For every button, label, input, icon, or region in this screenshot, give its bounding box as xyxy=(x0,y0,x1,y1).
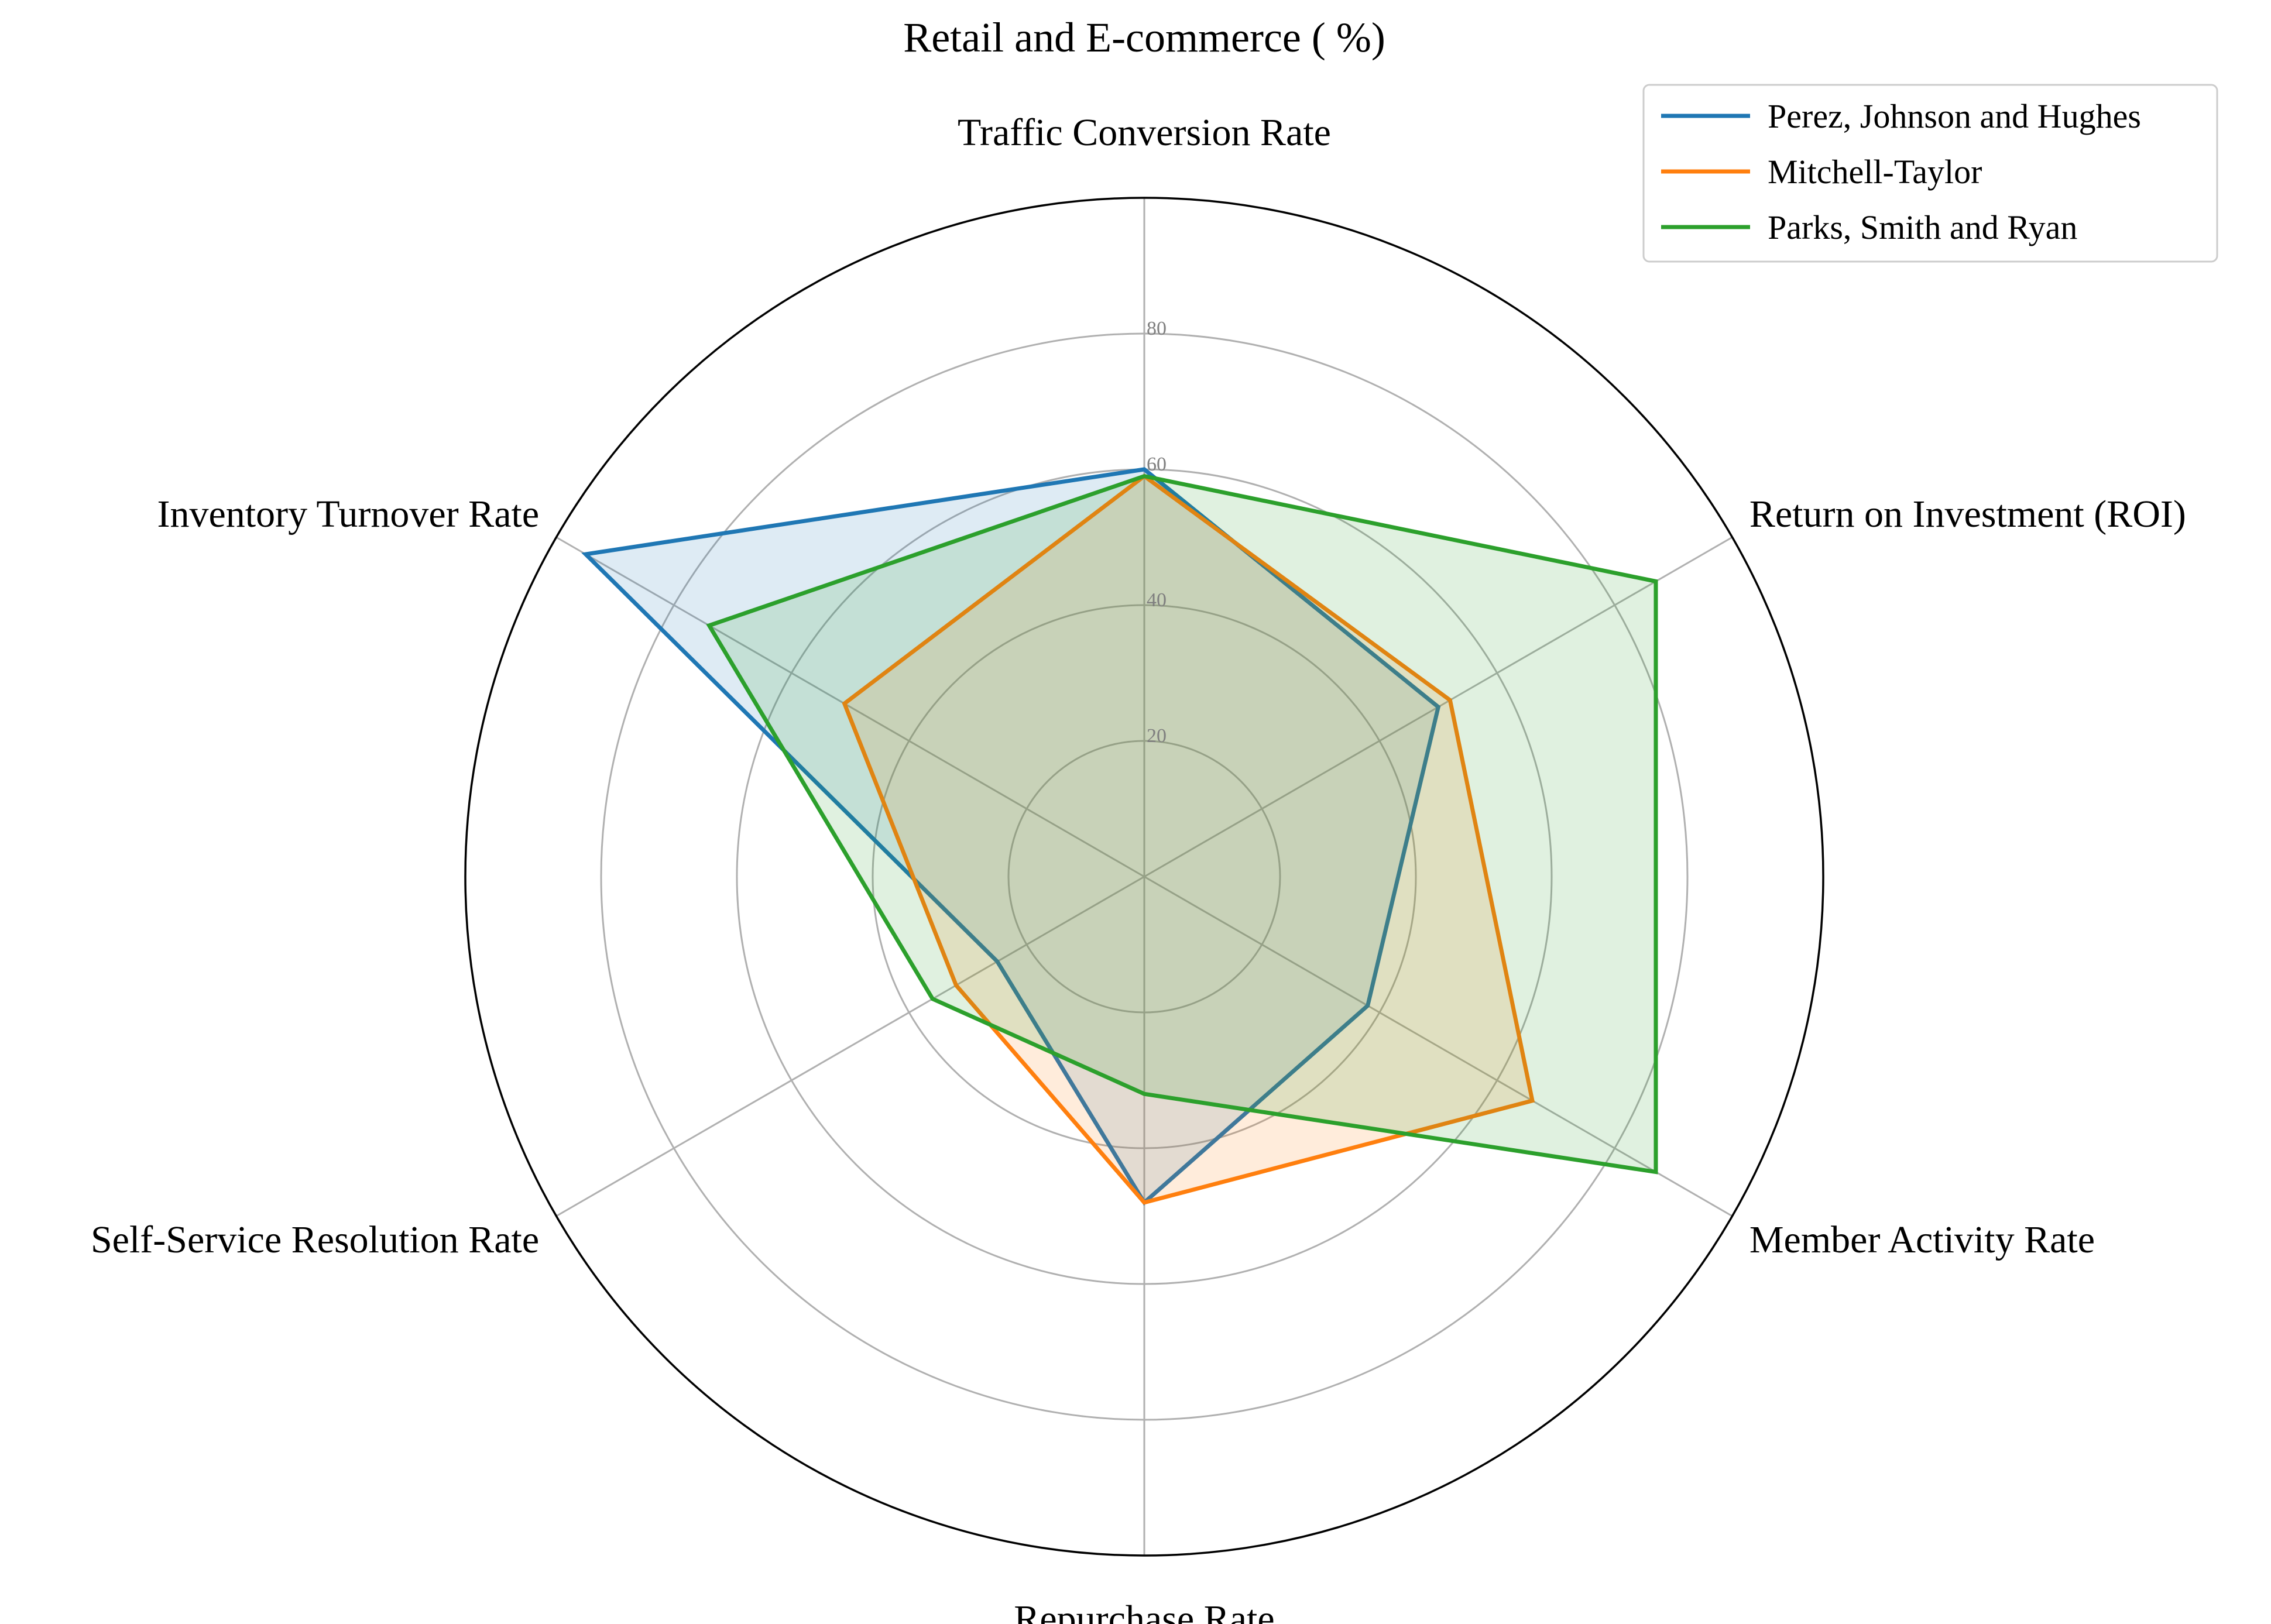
radar-grid xyxy=(464,197,1824,1557)
series-line-2 xyxy=(706,473,1658,1175)
tick-label: 80 xyxy=(1147,318,1167,339)
series-line-1 xyxy=(842,473,1535,1205)
series-fill-1 xyxy=(844,476,1532,1203)
tick-label: 40 xyxy=(1147,589,1167,611)
outer-frame xyxy=(464,197,1824,1557)
legend-frame xyxy=(1642,84,2218,263)
legend-label-2: Parks, Smith and Ryan xyxy=(1768,208,2077,246)
grid-spoke xyxy=(555,536,1145,878)
series-fill-0 xyxy=(585,469,1439,1203)
axis-label: Repurchase Rate xyxy=(1014,1598,1274,1624)
legend-label-0: Perez, Johnson and Hughes xyxy=(1768,97,2141,135)
tick-label: 60 xyxy=(1147,454,1167,475)
radial-ticks: 20 40 60 80 xyxy=(1147,318,1167,747)
grid-spoke xyxy=(555,875,1145,1217)
legend: Perez, Johnson and Hughes Mitchell-Taylor… xyxy=(1642,84,2218,263)
radar-series xyxy=(581,467,1658,1206)
axis-label: Self-Service Resolution Rate xyxy=(91,1218,539,1261)
axis-label: Traffic Conversion Rate xyxy=(958,111,1331,154)
chart-title: Retail and E-commerce ( %) xyxy=(903,14,1385,61)
tick-label: 20 xyxy=(1147,725,1167,747)
axis-label: Return on Investment (ROI) xyxy=(1749,493,2186,535)
axis-label: Member Activity Rate xyxy=(1749,1218,2095,1261)
axis-labels: Traffic Conversion Rate Return on Investm… xyxy=(91,111,2186,1624)
grid-spoke xyxy=(1144,875,1733,1217)
legend-label-1: Mitchell-Taylor xyxy=(1768,153,1982,191)
axis-label: Inventory Turnover Rate xyxy=(157,493,540,535)
series-fill-2 xyxy=(709,476,1656,1172)
